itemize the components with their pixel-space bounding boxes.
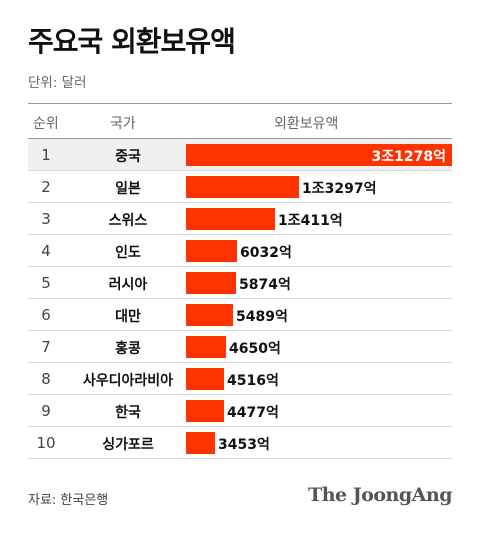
value-label: 4516억 xyxy=(227,373,279,389)
rank-label: 8 xyxy=(41,370,51,388)
header-country: 국가 xyxy=(110,116,136,132)
bar xyxy=(186,368,224,390)
country-label: 한국 xyxy=(115,405,141,421)
header-top-rule xyxy=(28,103,452,104)
value-label: 6032억 xyxy=(240,245,292,261)
value-label: 1조3297억 xyxy=(302,181,377,197)
country-label: 홍콩 xyxy=(115,341,141,357)
table-row: 1 중국 3조1278억 xyxy=(28,139,452,171)
bar xyxy=(186,144,452,166)
value-label: 4477억 xyxy=(227,405,279,421)
unit-label: 단위: 달러 xyxy=(28,75,87,91)
country-label: 러시아 xyxy=(108,277,148,293)
header-value: 외환보유액 xyxy=(274,116,339,132)
value-label: 3453억 xyxy=(218,437,270,453)
country-label: 사우디아라비아 xyxy=(82,373,174,389)
bar xyxy=(186,304,233,326)
table-row: 7 홍콩 4650억 xyxy=(28,331,452,363)
rank-label: 6 xyxy=(41,306,51,324)
country-label: 대만 xyxy=(115,309,141,325)
header-bottom-rule xyxy=(28,138,452,139)
rank-label: 4 xyxy=(41,242,51,260)
rank-label: 1 xyxy=(41,146,51,164)
table-header: 순위 국가 외환보유액 xyxy=(28,104,452,139)
table-row: 10 싱가포르 3453억 xyxy=(28,427,452,459)
country-label: 싱가포르 xyxy=(102,437,154,453)
chart-rows: 1 중국 3조1278억 2 일본 1조3297억 3 스위스 1조411억 4 인도 6032억 5 러… xyxy=(28,139,452,459)
rank-label: 7 xyxy=(41,338,51,356)
table-row: 2 일본 1조3297억 xyxy=(28,171,452,203)
bar xyxy=(186,272,236,294)
rank-label: 9 xyxy=(41,402,51,420)
value-label: 5874억 xyxy=(239,277,291,293)
bar xyxy=(186,240,237,262)
country-label: 중국 xyxy=(115,149,141,165)
table-row: 5 러시아 5874억 xyxy=(28,267,452,299)
rank-label: 2 xyxy=(41,178,51,196)
publisher-logo: The JoongAng xyxy=(308,484,452,506)
bar xyxy=(186,336,226,358)
value-label: 5489억 xyxy=(236,309,288,325)
bar xyxy=(186,432,215,454)
table-row: 8 사우디아라비아 4516억 xyxy=(28,363,452,395)
table-row: 4 인도 6032억 xyxy=(28,235,452,267)
bar xyxy=(186,176,299,198)
rank-label: 5 xyxy=(41,274,51,292)
rank-label: 3 xyxy=(41,210,51,228)
chart-title: 주요국 외환보유액 xyxy=(28,25,236,58)
value-label: 4650억 xyxy=(229,341,281,357)
header-rank: 순위 xyxy=(33,116,59,132)
bar xyxy=(186,208,275,230)
source-label: 자료: 한국은행 xyxy=(28,493,109,508)
table-row: 9 한국 4477억 xyxy=(28,395,452,427)
rank-label: 10 xyxy=(36,434,56,452)
value-label: 1조411억 xyxy=(278,213,343,229)
country-label: 인도 xyxy=(115,245,141,261)
country-label: 일본 xyxy=(115,181,141,197)
table-row: 6 대만 5489억 xyxy=(28,299,452,331)
country-label: 스위스 xyxy=(108,213,148,229)
value-label: 3조1278억 xyxy=(371,149,446,165)
table-row: 3 스위스 1조411억 xyxy=(28,203,452,235)
bar xyxy=(186,400,224,422)
